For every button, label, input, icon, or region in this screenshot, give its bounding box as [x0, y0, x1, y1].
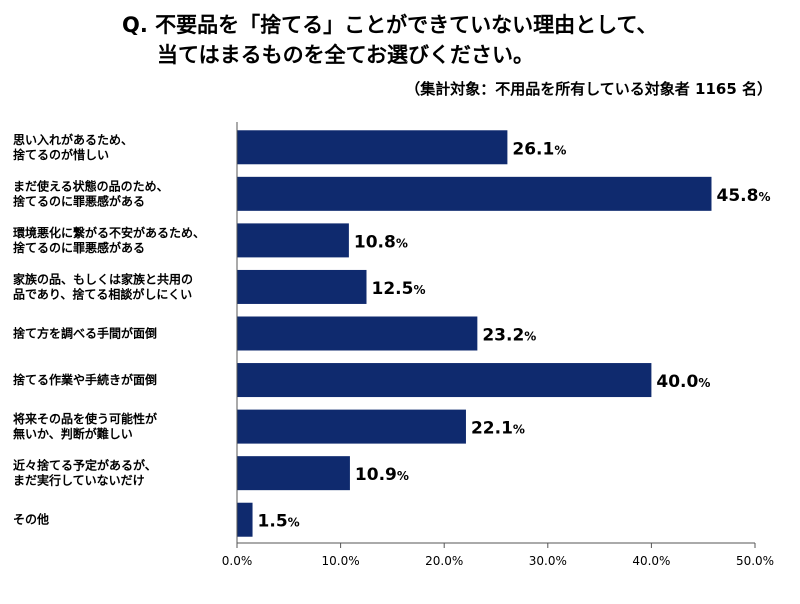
bar [237, 363, 652, 398]
bar [237, 316, 478, 351]
data-label: 40.0% [656, 372, 710, 392]
category-label: まだ実行していないだけ [13, 473, 145, 488]
bar [237, 409, 466, 444]
x-tick-label: 20.0% [425, 554, 463, 568]
category-label: 環境悪化に繋がる不安があるため、 [13, 225, 205, 240]
bar [237, 502, 253, 537]
category-label: 捨てるのに罪悪感がある [13, 240, 145, 255]
category-label: 捨て方を調べる手間が面倒 [13, 326, 157, 341]
x-tick-label: 40.0% [632, 554, 670, 568]
x-tick-label: 30.0% [529, 554, 567, 568]
data-label: 45.8% [716, 186, 770, 206]
chart-title-line2: 当てはまるものを全てお選びください。 [157, 43, 534, 67]
bar [237, 456, 350, 491]
data-label: 22.1% [471, 419, 525, 439]
category-label: 捨てる作業や手続きが面倒 [13, 372, 157, 387]
category-label: まだ使える状態の品のため、 [13, 178, 169, 193]
data-label: 12.5% [372, 279, 426, 299]
bar [237, 176, 712, 211]
chart-subtitle: （集計対象：不用品を所有している対象者 1165 名） [405, 80, 772, 98]
data-label: 10.9% [355, 465, 409, 485]
data-label: 26.1% [512, 139, 566, 159]
category-label: その他 [13, 512, 49, 527]
bar [237, 269, 367, 304]
category-label: 家族の品、もしくは家族と共用の [13, 271, 193, 286]
data-label: 10.8% [354, 232, 408, 252]
category-label: 無いか、判断が難しい [13, 426, 133, 441]
x-tick-label: 50.0% [736, 554, 774, 568]
x-tick-label: 0.0% [222, 554, 253, 568]
category-label: 捨てるのが惜しい [13, 147, 109, 162]
x-tick-label: 10.0% [322, 554, 360, 568]
chart-title-line1: Q. 不要品を「捨てる」ことができていない理由として、 [122, 13, 658, 37]
category-label: 将来その品を使う可能性が [13, 411, 157, 426]
category-label: 思い入れがあるため、 [13, 132, 133, 147]
data-label: 1.5% [258, 512, 300, 532]
category-label: 近々捨てる予定があるが、 [13, 458, 157, 473]
bar [237, 223, 349, 258]
category-label: 捨てるのに罪悪感がある [13, 193, 145, 208]
category-label: 品であり、捨てる相談がしにくい [13, 286, 192, 301]
data-label: 23.2% [482, 326, 536, 346]
bar [237, 130, 508, 165]
